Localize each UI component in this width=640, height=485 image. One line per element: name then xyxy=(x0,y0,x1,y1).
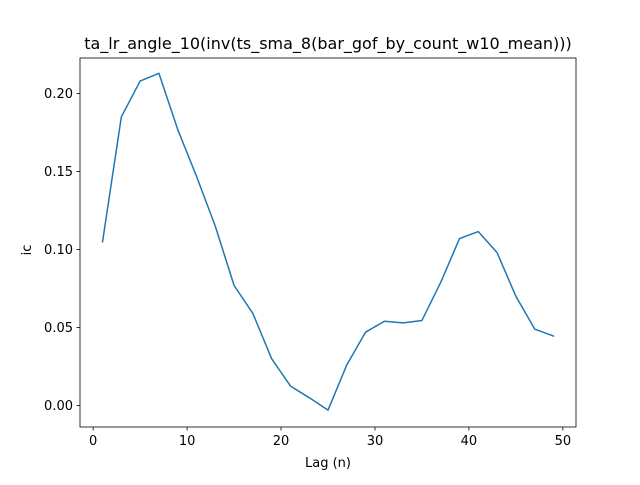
chart-title: ta_lr_angle_10(inv(ts_sma_8(bar_gof_by_c… xyxy=(84,34,572,54)
axes-frame xyxy=(79,57,577,428)
x-tick-label: 40 xyxy=(461,434,478,449)
x-tick-label: 30 xyxy=(367,434,384,449)
x-tick-label: 50 xyxy=(555,434,572,449)
y-tick-label: 0.20 xyxy=(44,87,73,102)
x-tick-label: 20 xyxy=(273,434,290,449)
y-tick-label: 0.10 xyxy=(44,243,73,258)
y-axis-label: ic xyxy=(20,245,35,256)
x-axis-label: Lag (n) xyxy=(305,456,351,471)
y-tick-label: 0.05 xyxy=(44,321,73,336)
y-tick-label: 0.15 xyxy=(44,165,73,180)
x-tick-label: 0 xyxy=(89,434,97,449)
series-line-0 xyxy=(101,72,555,411)
y-tick-label: 0.00 xyxy=(44,399,73,414)
x-tick-label: 10 xyxy=(179,434,196,449)
plot-area: 0 10 20 30 40 50 0.00 0.05 0.10 0.15 0.20 xyxy=(44,57,577,449)
